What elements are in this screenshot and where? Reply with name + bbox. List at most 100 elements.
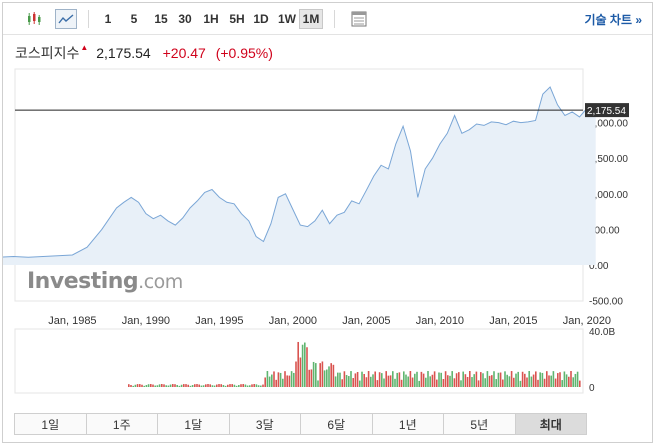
volume-bar	[143, 385, 145, 387]
volume-bar	[574, 373, 577, 387]
range-button-1[interactable]: 1주	[87, 414, 158, 434]
range-button-0[interactable]: 1일	[15, 414, 87, 434]
volume-bar	[539, 372, 541, 387]
timeframe-30[interactable]: 30	[178, 12, 192, 26]
volume-bar	[273, 371, 275, 387]
range-button-5[interactable]: 1년	[373, 414, 444, 434]
volume-bar	[572, 377, 574, 387]
range-button-6[interactable]: 5년	[444, 414, 516, 434]
volume-bar	[312, 361, 315, 387]
volume-bar	[139, 384, 141, 387]
volume-bar	[277, 372, 280, 387]
x-tick-label: Jan, 1995	[195, 315, 243, 327]
toolbar-divider	[88, 10, 89, 28]
line-chart-icon[interactable]	[55, 9, 77, 29]
volume-bar	[183, 384, 185, 387]
volume-bar	[242, 384, 244, 387]
timeframe-5h[interactable]: 5H	[229, 12, 245, 26]
y-tick-label: 1,000.00	[589, 190, 628, 201]
volume-bar	[334, 376, 337, 387]
volume-bar	[361, 371, 363, 387]
volume-bar	[323, 370, 326, 387]
volume-bar	[262, 384, 264, 387]
timeframe-1m[interactable]: 1M	[299, 9, 323, 29]
volume-bar	[222, 384, 225, 387]
volume-bar	[224, 385, 227, 387]
timeframe-1h[interactable]: 1H	[203, 12, 219, 26]
volume-bar	[189, 385, 192, 387]
volume-bar	[240, 384, 242, 387]
timeframe-1d[interactable]: 1D	[253, 12, 269, 26]
volume-bar	[165, 385, 167, 387]
volume-bar	[411, 377, 414, 387]
volume-bar	[579, 380, 581, 387]
volume-bar	[321, 361, 324, 387]
volume-bar	[440, 372, 442, 387]
range-button-7[interactable]: 최대	[515, 414, 586, 434]
volume-bar	[178, 385, 181, 387]
chart-widget: 기술 차트 » 1 5 15 30 1H 5H 1D 1W 1M 코스피지수▲ 2,175.54…	[2, 2, 653, 443]
volume-bar	[455, 373, 458, 387]
volume-bar	[246, 385, 249, 387]
volume-bar	[286, 375, 288, 387]
volume-bar	[486, 371, 489, 387]
volume-bar	[387, 375, 390, 387]
volume-bar	[484, 378, 486, 387]
volume-bar	[141, 384, 143, 387]
volume-bar	[521, 371, 524, 387]
volume-bar	[293, 372, 295, 387]
volume-bar	[519, 380, 522, 387]
volume-bar	[231, 384, 233, 387]
volume-bar	[495, 379, 497, 387]
volume-bar	[389, 375, 392, 387]
volume-bar	[449, 375, 451, 387]
volume-bar	[367, 371, 370, 387]
volume-bar	[167, 385, 170, 387]
volume-bar	[319, 363, 321, 387]
volume-bar	[420, 371, 423, 387]
volume-bar	[238, 385, 240, 387]
x-tick-label: Jan, 1990	[122, 315, 170, 327]
candlestick-icon[interactable]	[23, 9, 45, 29]
volume-bar	[568, 376, 570, 387]
timeframe-15[interactable]: 15	[154, 12, 168, 26]
volume-bar	[271, 374, 273, 387]
volume-bar	[163, 384, 165, 387]
timeframe-1[interactable]: 1	[104, 12, 112, 26]
range-button-4[interactable]: 6달	[301, 414, 373, 434]
volume-bar	[372, 374, 374, 387]
toolbar-divider	[334, 10, 335, 28]
range-button-2[interactable]: 1달	[158, 414, 230, 434]
timeframe-1w[interactable]: 1W	[278, 12, 296, 26]
volume-bar	[477, 380, 480, 387]
table-icon[interactable]	[348, 9, 370, 29]
price-change: +20.47	[162, 45, 206, 61]
volume-bar	[343, 371, 346, 387]
y-tick-label: 2,000.00	[589, 119, 628, 130]
volume-bar	[257, 385, 260, 387]
volume-bar	[253, 384, 255, 387]
tech-chart-link[interactable]: 기술 차트 »	[584, 13, 642, 27]
volume-bar	[306, 347, 308, 387]
volume-bar	[442, 379, 445, 387]
volume-bar	[493, 371, 495, 387]
volume-bar	[216, 384, 218, 387]
volume-bar	[458, 372, 460, 387]
volume-bar	[365, 377, 368, 387]
volume-bar	[444, 371, 447, 387]
volume-bar	[546, 371, 548, 387]
range-button-3[interactable]: 3달	[230, 414, 301, 434]
volume-bar	[396, 372, 398, 387]
volume-bar	[196, 384, 198, 387]
volume-bar	[132, 385, 134, 387]
price-chart[interactable]: 2,000.00 1,500.00 1,000.00 500.00 0.00 -500.0…	[3, 3, 652, 413]
volume-bar	[550, 375, 552, 387]
volume-bar	[557, 373, 559, 387]
volume-bar	[407, 376, 409, 387]
volume-bar	[416, 371, 418, 387]
volume-bar	[559, 372, 561, 387]
volume-bar	[510, 371, 513, 387]
timeframe-5[interactable]: 5	[130, 12, 138, 26]
volume-bar	[205, 384, 207, 387]
volume-bar	[158, 384, 161, 387]
